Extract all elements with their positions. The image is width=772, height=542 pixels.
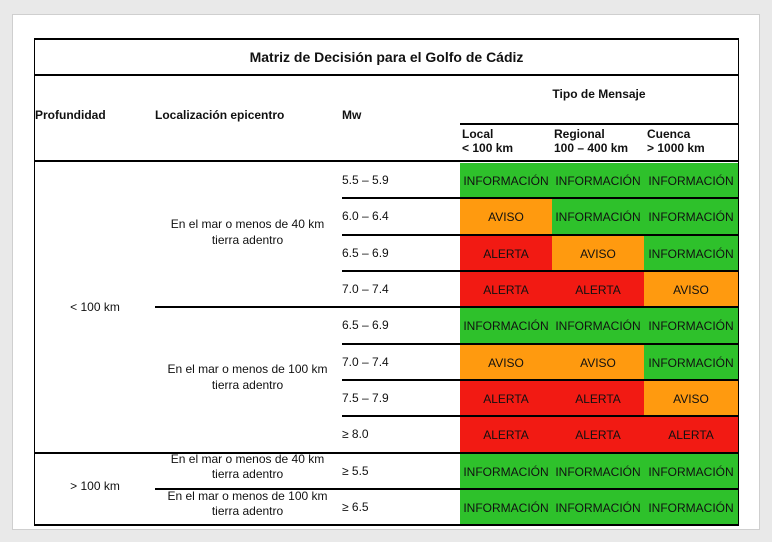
header-basin-name: Cuenca: [647, 127, 691, 141]
message-level-local: INFORMACIÓN: [460, 308, 552, 343]
row-divider: [342, 270, 738, 272]
message-level-basin: INFORMACIÓN: [644, 199, 738, 234]
message-level-regional: ALERTA: [552, 272, 644, 307]
row-divider: [155, 306, 738, 308]
header-mw: Mw: [342, 108, 362, 122]
header-location: Localización epicentro: [155, 108, 285, 122]
message-level-regional: ALERTA: [552, 417, 644, 452]
row-divider: [35, 452, 738, 454]
message-level-local: ALERTA: [460, 381, 552, 416]
message-level-local: INFORMACIÓN: [460, 490, 552, 525]
location-line: En el mar o menos de 40 km: [170, 217, 325, 231]
message-level-basin: AVISO: [644, 381, 738, 416]
row-divider: [342, 197, 738, 199]
mw-range: 6.5 – 6.9: [342, 318, 389, 332]
row-divider: [342, 343, 738, 345]
message-level-basin: INFORMACIÓN: [644, 345, 738, 380]
row-divider: [342, 379, 738, 381]
header-regional-range: 100 – 400 km: [554, 141, 629, 155]
header-local-range: < 100 km: [462, 141, 514, 155]
header-message-type: Tipo de Mensaje: [552, 87, 646, 101]
header-bottom-line: [35, 160, 738, 162]
message-level-local: AVISO: [460, 199, 552, 234]
message-level-regional: INFORMACIÓN: [552, 199, 644, 234]
message-level-basin: INFORMACIÓN: [644, 454, 738, 489]
message-level-regional: INFORMACIÓN: [552, 454, 644, 489]
message-level-local: INFORMACIÓN: [460, 163, 552, 198]
location-line: En el mar o menos de 40 km: [170, 452, 325, 466]
message-level-regional: INFORMACIÓN: [552, 308, 644, 343]
mw-range: 5.5 – 5.9: [342, 173, 389, 187]
table-bottom-line: [35, 524, 738, 526]
header-regional-name: Regional: [554, 127, 605, 141]
header-local: Local < 100 km: [462, 124, 513, 158]
header-divider: [460, 123, 738, 125]
location-line: tierra adentro: [211, 467, 284, 481]
mw-range: 7.0 – 7.4: [342, 282, 389, 296]
message-level-basin: INFORMACIÓN: [644, 490, 738, 525]
mw-range: ≥ 8.0: [342, 427, 369, 441]
message-level-regional: AVISO: [552, 236, 644, 271]
message-level-local: ALERTA: [460, 417, 552, 452]
message-level-basin: INFORMACIÓN: [644, 308, 738, 343]
message-level-basin: ALERTA: [644, 417, 738, 452]
message-level-basin: AVISO: [644, 272, 738, 307]
mw-range: ≥ 5.5: [342, 464, 369, 478]
location-line: tierra adentro: [211, 504, 284, 518]
message-level-regional: AVISO: [552, 345, 644, 380]
location-line: En el mar o menos de 100 km: [167, 362, 328, 376]
depth-group-deep: > 100 km: [70, 479, 120, 493]
mw-range: 7.0 – 7.4: [342, 355, 389, 369]
message-level-local: ALERTA: [460, 272, 552, 307]
message-level-local: INFORMACIÓN: [460, 454, 552, 489]
message-level-basin: INFORMACIÓN: [644, 163, 738, 198]
location-label: En el mar o menos de 40 km tierra adentr…: [155, 451, 340, 483]
message-level-local: ALERTA: [460, 236, 552, 271]
message-level-regional: INFORMACIÓN: [552, 163, 644, 198]
location-label: En el mar o menos de 100 km tierra adent…: [155, 361, 340, 393]
message-level-basin: INFORMACIÓN: [644, 236, 738, 271]
message-level-regional: INFORMACIÓN: [552, 490, 644, 525]
message-level-local: AVISO: [460, 345, 552, 380]
row-divider: [155, 488, 738, 490]
document-page: Matriz de Decisión para el Golfo de Cádi…: [12, 14, 760, 530]
location-line: tierra adentro: [211, 378, 284, 392]
mw-range: 7.5 – 7.9: [342, 391, 389, 405]
mw-range: 6.5 – 6.9: [342, 246, 389, 260]
location-label: En el mar o menos de 100 km tierra adent…: [155, 488, 340, 520]
header-local-name: Local: [462, 127, 494, 141]
table-title: Matriz de Decisión para el Golfo de Cádi…: [35, 38, 738, 76]
mw-range: 6.0 – 6.4: [342, 209, 389, 223]
location-line: En el mar o menos de 100 km: [167, 489, 328, 503]
location-label: En el mar o menos de 40 km tierra adentr…: [155, 216, 340, 248]
decision-matrix-table: Matriz de Decisión para el Golfo de Cádi…: [34, 38, 739, 526]
row-divider: [342, 415, 738, 417]
location-line: tierra adentro: [211, 233, 284, 247]
header-basin: Cuenca > 1000 km: [647, 124, 705, 158]
header-basin-range: > 1000 km: [647, 141, 705, 155]
depth-group-shallow: < 100 km: [70, 300, 120, 314]
message-level-regional: ALERTA: [552, 381, 644, 416]
header-depth: Profundidad: [35, 108, 106, 122]
row-divider: [342, 234, 738, 236]
header-regional: Regional 100 – 400 km: [554, 124, 628, 158]
mw-range: ≥ 6.5: [342, 500, 369, 514]
